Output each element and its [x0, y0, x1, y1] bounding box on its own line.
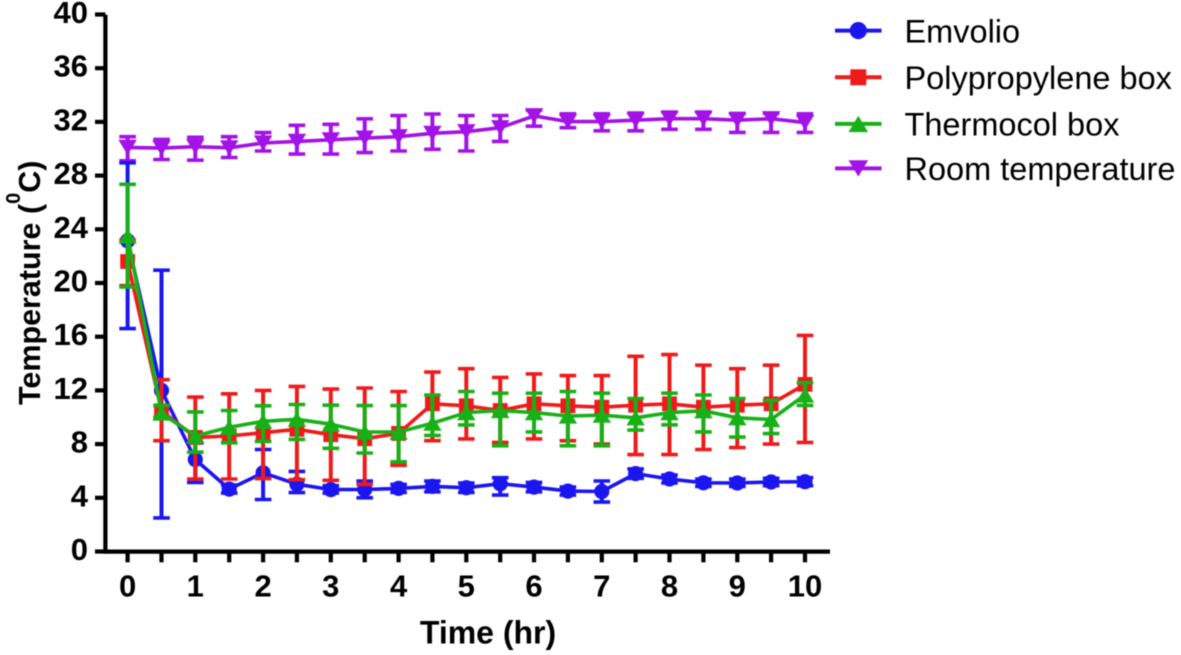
svg-text:9: 9: [729, 569, 746, 604]
svg-text:0: 0: [119, 569, 136, 604]
svg-text:36: 36: [54, 49, 88, 84]
svg-text:8: 8: [661, 569, 678, 604]
svg-text:32: 32: [54, 102, 88, 137]
svg-text:16: 16: [54, 317, 88, 352]
svg-text:4: 4: [390, 569, 408, 604]
svg-text:Room temperature: Room temperature: [905, 151, 1176, 187]
svg-text:Time (hr): Time (hr): [420, 615, 556, 651]
svg-text:20: 20: [54, 264, 88, 299]
svg-text:24: 24: [54, 210, 89, 245]
svg-text:10: 10: [788, 569, 822, 604]
svg-text:Thermocol box: Thermocol box: [905, 107, 1120, 143]
svg-text:Emvolio: Emvolio: [905, 13, 1021, 49]
svg-text:3: 3: [322, 569, 339, 604]
svg-text:6: 6: [525, 569, 542, 604]
svg-text:28: 28: [54, 156, 88, 191]
svg-text:Polypropylene box: Polypropylene box: [905, 60, 1172, 96]
svg-text:40: 40: [54, 0, 88, 30]
svg-text:0: 0: [71, 532, 88, 567]
svg-text:7: 7: [593, 569, 610, 604]
svg-text:2: 2: [254, 569, 271, 604]
svg-text:4: 4: [71, 478, 89, 513]
svg-text:1: 1: [187, 569, 204, 604]
svg-text:12: 12: [54, 371, 88, 406]
svg-text:8: 8: [71, 425, 88, 460]
svg-text:5: 5: [458, 569, 475, 604]
